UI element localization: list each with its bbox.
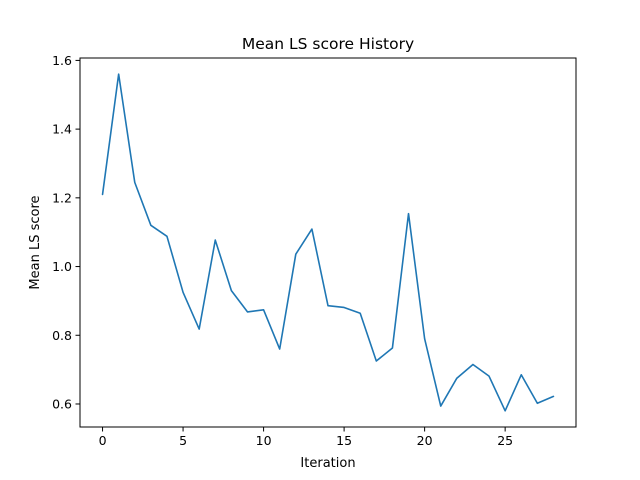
y-tick-label: 1.0	[52, 259, 72, 274]
x-tick-label: 5	[179, 433, 187, 448]
x-axis-label: Iteration	[300, 456, 355, 471]
plot-area	[80, 58, 576, 427]
y-axis-ticks: 0.6 0.8 1.0 1.2 1.4 1.6	[52, 53, 80, 411]
y-axis-label: Mean LS score	[28, 195, 43, 289]
y-tick-label: 1.4	[52, 122, 72, 137]
y-tick-label: 0.8	[52, 328, 72, 343]
series-line-0	[101, 73, 555, 412]
x-tick-label: 0	[99, 433, 107, 448]
series-layer	[101, 73, 555, 412]
plot-frame	[79, 57, 577, 428]
y-tick-label: 0.6	[52, 396, 72, 411]
y-tick-label: 1.6	[52, 53, 72, 68]
x-tick-label: 25	[497, 433, 513, 448]
x-axis-ticks: 0 5 10 15 20 25	[99, 427, 513, 448]
y-tick-label: 1.2	[52, 190, 72, 205]
chart-title: Mean LS score History	[242, 35, 414, 53]
x-tick-label: 20	[417, 433, 433, 448]
x-tick-label: 10	[256, 433, 272, 448]
x-tick-label: 15	[336, 433, 352, 448]
